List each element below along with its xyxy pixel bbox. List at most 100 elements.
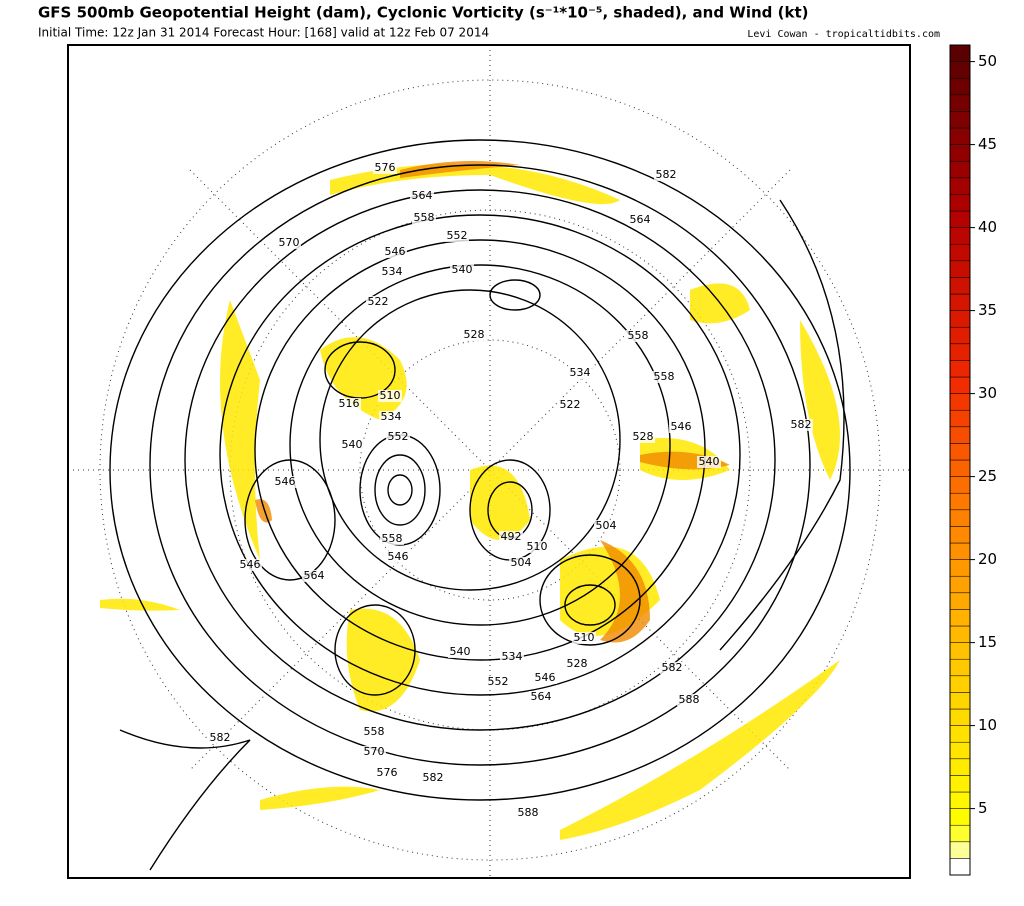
contour-label-bg [677,694,701,706]
colorbar-tick-label: 50 [978,52,997,70]
contour-label: 588 [679,693,700,706]
colorbar-step [949,858,971,876]
colorbar-step [949,592,971,610]
map-frame [67,44,911,879]
contour-label: 492 [501,530,522,543]
contour-label-bg [421,772,445,784]
colorbar-step [949,160,971,179]
contour-label: 588 [518,806,539,819]
contour-label: 552 [447,229,468,242]
contour-label: 564 [531,690,552,703]
colorbar-step [949,459,971,477]
contour-label-bg [565,658,589,670]
contour-label-bg [445,230,469,242]
colorbar-step [949,725,971,743]
contour-label-bg [366,296,390,308]
contour-label: 534 [502,650,523,663]
colorbar-tick-label: 5 [978,799,988,817]
contour-label: 570 [364,745,385,758]
colorbar-step [949,559,971,577]
colorbar-tick-label: 25 [978,467,997,485]
contour-label: 528 [464,328,485,341]
contour-label: 558 [628,329,649,342]
colorbar-step [949,708,971,726]
colorbar-step [949,542,971,560]
colorbar-step [949,293,971,311]
colorbar-step [949,526,971,544]
contour-label: 528 [633,430,654,443]
contour-label: 576 [377,766,398,779]
colorbar-step [949,343,971,361]
colorbar-step [949,741,971,760]
contour-label-bg [669,421,693,433]
contour-label: 582 [210,731,231,744]
contour-label: 564 [304,569,325,582]
contour-label-bg [273,476,297,488]
colorbar-step [949,44,971,62]
colorbar-step [949,194,971,212]
colorbar-step [949,443,971,461]
contour-label-bg [509,557,533,569]
contour-label: 546 [385,245,406,258]
colorbar-step [949,111,971,129]
contour-label-bg [558,399,582,411]
colorbar-step [949,775,971,793]
colorbar-step [949,492,971,511]
contour-label: 546 [388,550,409,563]
credit: Levi Cowan - tropicaltidbits.com [747,29,940,40]
contour-label-bg [362,726,386,738]
contour-label-bg [277,237,301,249]
colorbar-step [949,227,971,245]
contour-label-bg [628,214,652,226]
colorbar-step [949,127,971,145]
contour-label: 570 [279,236,300,249]
contour-label-bg [516,807,540,819]
contour-label-bg [533,672,557,684]
contour-label: 564 [630,213,651,226]
colorbar-step [949,642,971,660]
contour-label-bg [462,329,486,341]
contour-label-bg [697,456,721,468]
contour-label-bg [302,570,326,582]
colorbar: 5 10 15 20 25 30 35 40 45 50 [949,44,997,876]
contour-label: 576 [375,161,396,174]
colorbar-step [949,260,971,278]
colorbar-step [949,177,971,195]
contour-label: 510 [380,389,401,402]
contour-label: 540 [342,438,363,451]
contour-label-bg [375,767,399,779]
contour-label: 582 [656,168,677,181]
colorbar-step [949,94,971,112]
colorbar-tick-label: 20 [978,550,997,568]
contour-label-bg [499,531,523,543]
contour-label-bg [238,559,262,571]
colorbar-step [949,509,971,527]
contour-label: 546 [671,420,692,433]
colorbar-step [949,658,971,677]
contour-label-bg [362,746,386,758]
contour-label-bg [208,732,232,744]
colorbar-step [949,824,971,843]
colorbar-step [949,426,971,444]
contour-label: 558 [414,211,435,224]
colorbar-step [949,409,971,428]
contour-label-bg [500,651,524,663]
contour-label: 558 [364,725,385,738]
contour-label-bg [386,551,410,563]
contour-label-bg [789,419,813,431]
colorbar-tick-label: 15 [978,633,997,651]
contour-label: 540 [699,455,720,468]
colorbar-step [949,210,971,228]
colorbar-step [949,476,971,494]
colorbar-tick-label: 35 [978,301,997,319]
colorbar-tick-label: 10 [978,716,997,734]
contour-label-bg [654,169,678,181]
contour-label-bg [379,411,403,423]
contour-label-bg [568,367,592,379]
contour-label: 528 [567,657,588,670]
colorbar-step [949,277,971,295]
colorbar-tick-label: 45 [978,135,997,153]
contour-label-bg [660,662,684,674]
colorbar-step [949,675,971,693]
